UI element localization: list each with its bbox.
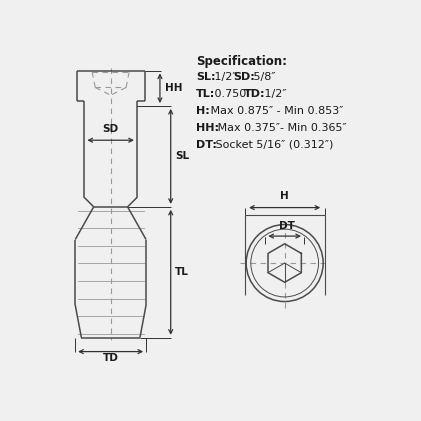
- Text: Max 0.875″ - Min 0.853″: Max 0.875″ - Min 0.853″: [207, 106, 343, 116]
- Text: 5/8″: 5/8″: [250, 72, 276, 82]
- Text: SD: SD: [103, 124, 119, 134]
- Text: Socket 5/16″ (0.312″): Socket 5/16″ (0.312″): [212, 140, 333, 150]
- Text: 1/2″: 1/2″: [211, 72, 240, 82]
- Text: SL:: SL:: [196, 72, 216, 82]
- Text: TL: TL: [175, 267, 189, 277]
- Text: Specification:: Specification:: [196, 55, 287, 68]
- Text: Max 0.375″- Min 0.365″: Max 0.375″- Min 0.365″: [214, 123, 346, 133]
- Text: HH: HH: [165, 83, 182, 93]
- Text: 1/2″: 1/2″: [261, 89, 286, 99]
- Text: 0.750″: 0.750″: [211, 89, 254, 99]
- Text: TD: TD: [103, 353, 119, 363]
- Text: SD:: SD:: [234, 72, 255, 82]
- Text: DT: DT: [279, 221, 295, 231]
- Text: H:: H:: [196, 106, 210, 116]
- Text: H: H: [280, 192, 289, 201]
- Text: SL: SL: [175, 152, 189, 161]
- Text: HH:: HH:: [196, 123, 219, 133]
- Text: DT:: DT:: [196, 140, 217, 150]
- Text: TL:: TL:: [196, 89, 216, 99]
- Text: TD:: TD:: [244, 89, 266, 99]
